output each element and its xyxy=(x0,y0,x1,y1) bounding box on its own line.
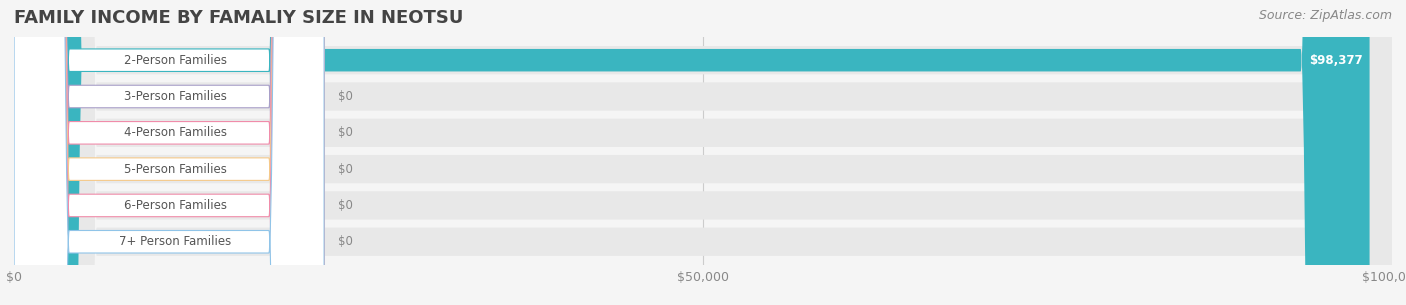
FancyBboxPatch shape xyxy=(14,0,325,305)
Text: 3-Person Families: 3-Person Families xyxy=(124,90,226,103)
Text: FAMILY INCOME BY FAMALIY SIZE IN NEOTSU: FAMILY INCOME BY FAMALIY SIZE IN NEOTSU xyxy=(14,9,464,27)
Text: $0: $0 xyxy=(337,126,353,139)
FancyBboxPatch shape xyxy=(14,0,325,305)
Text: 2-Person Families: 2-Person Families xyxy=(124,54,226,67)
Text: Source: ZipAtlas.com: Source: ZipAtlas.com xyxy=(1258,9,1392,22)
Text: $0: $0 xyxy=(337,163,353,176)
FancyBboxPatch shape xyxy=(14,0,325,305)
FancyBboxPatch shape xyxy=(14,0,1392,305)
FancyBboxPatch shape xyxy=(14,0,1392,305)
FancyBboxPatch shape xyxy=(14,0,325,305)
Text: $0: $0 xyxy=(337,199,353,212)
FancyBboxPatch shape xyxy=(14,0,1369,305)
Text: $0: $0 xyxy=(337,235,353,248)
FancyBboxPatch shape xyxy=(14,0,1392,305)
Text: $0: $0 xyxy=(337,90,353,103)
FancyBboxPatch shape xyxy=(14,0,1392,305)
Text: 6-Person Families: 6-Person Families xyxy=(124,199,226,212)
Text: 4-Person Families: 4-Person Families xyxy=(124,126,226,139)
FancyBboxPatch shape xyxy=(14,0,325,305)
FancyBboxPatch shape xyxy=(14,0,325,305)
Text: $98,377: $98,377 xyxy=(1309,54,1362,67)
FancyBboxPatch shape xyxy=(14,0,1392,305)
Text: 7+ Person Families: 7+ Person Families xyxy=(120,235,232,248)
FancyBboxPatch shape xyxy=(14,0,1392,305)
Text: 5-Person Families: 5-Person Families xyxy=(124,163,226,176)
